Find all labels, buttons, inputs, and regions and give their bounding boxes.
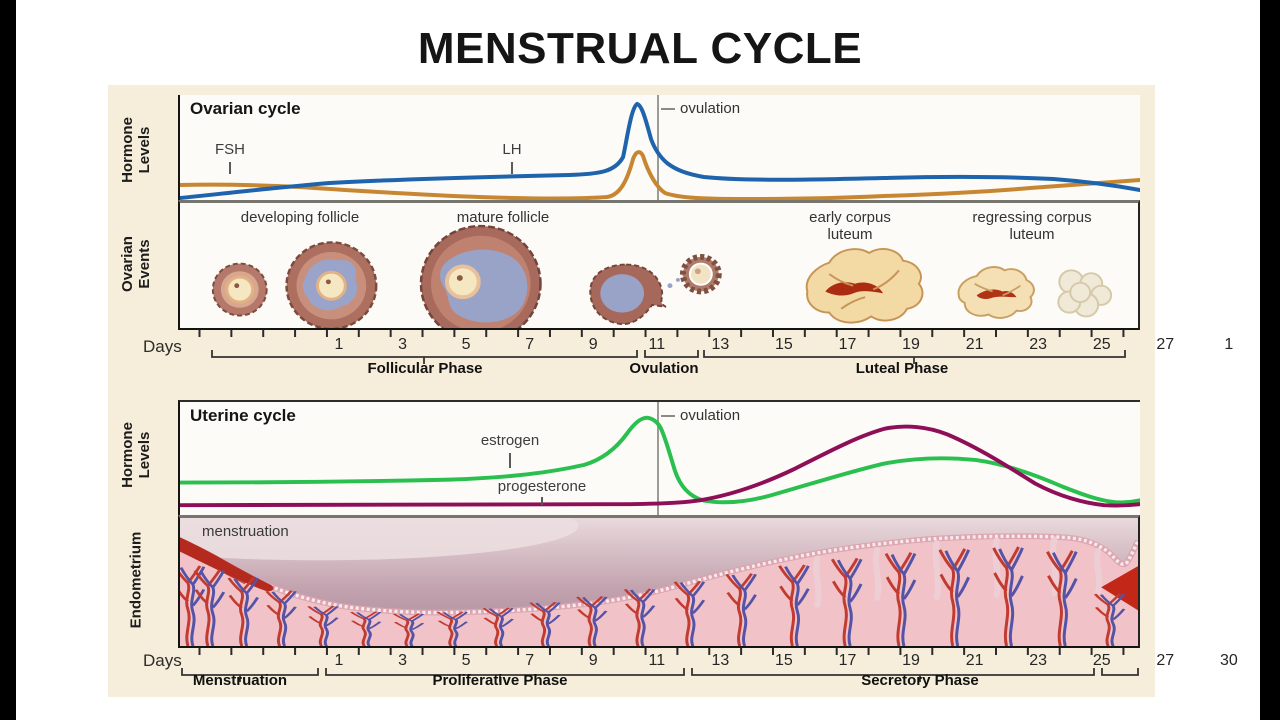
surface-epithelium (180, 534, 1138, 615)
lh-curve (180, 101, 1140, 200)
ovarian-day-numbers: 1 3 5 7 9 11 13 15 17 19 21 23 25 27 1 (322, 336, 1246, 354)
ovarian-events-axis-label: Ovarian Events (119, 236, 153, 292)
ovarian-hormone-chart: Ovarian cycle FSH LH ovulation (178, 95, 1140, 200)
day-tick: 15 (775, 652, 793, 669)
lh-label: LH (502, 141, 522, 158)
follicle-illustrations (211, 224, 1113, 328)
day-tick: 15 (775, 336, 793, 353)
uterine-day-numbers: 1 3 5 7 9 11 13 15 17 19 21 23 25 27 30 (322, 652, 1246, 670)
day-tick: 1 (1224, 336, 1234, 353)
day-tick: 23 (1029, 336, 1048, 353)
estrogen-label: estrogen (480, 432, 540, 449)
early-corpus-luteum-illustration (805, 248, 924, 324)
ovulation-phase-bracket (644, 350, 699, 358)
proliferative-phase-bracket (325, 668, 685, 682)
ovarian-days-word: Days (143, 337, 182, 356)
uterine-hormone-chart: Uterine cycle estrogen progesterone ovul… (178, 400, 1140, 515)
mature-follicle-illustration (419, 224, 542, 328)
rupturing-follicle-illustration (589, 263, 686, 326)
day-tick: 25 (1092, 652, 1111, 669)
day-tick: 1 (334, 336, 344, 353)
ovarian-panel-label: Ovarian cycle (190, 99, 301, 118)
day-tick: 9 (588, 336, 598, 353)
secretory-phase-bracket (691, 668, 1095, 682)
day-tick: 25 (1092, 336, 1111, 353)
day-tick: 3 (398, 652, 408, 669)
day-tick: 27 (1156, 652, 1175, 669)
day-tick: 13 (711, 336, 730, 353)
developing-follicle-illustration (285, 241, 378, 328)
ovarian-hormone-axis-label: Hormone Levels (119, 117, 153, 183)
endometrium-axis-label: Endometrium (127, 531, 145, 629)
uterine-day-axis (181, 648, 1140, 682)
day-tick: 5 (461, 336, 471, 353)
lh-label-tick (511, 162, 513, 174)
progesterone-curve (180, 424, 1140, 508)
day-tick: 19 (902, 652, 920, 669)
menstrual-shedding-right (1101, 566, 1138, 611)
fsh-label: FSH (215, 141, 245, 158)
day-tick: 30 (1219, 652, 1238, 669)
luteal-phase-bracket (703, 350, 1126, 364)
day-tick: 5 (461, 652, 471, 669)
small-follicle-illustration (211, 262, 268, 317)
secretory-phase-label: Secretory Phase (861, 672, 979, 689)
uterine-panel-label: Uterine cycle (190, 406, 296, 425)
mature-follicle-label: mature follicle (456, 209, 550, 226)
follicular-phase-bracket (211, 350, 638, 364)
ovulation-leader-line (661, 108, 675, 110)
day-tick: 27 (1156, 336, 1175, 353)
ovarian-day-axis (198, 330, 1140, 364)
day-tick: 11 (648, 652, 666, 669)
menstruation-annotation: menstruation (202, 523, 289, 540)
fsh-curve (180, 150, 1140, 200)
day-tick: 7 (525, 336, 535, 353)
next-cycle-bracket (1101, 668, 1139, 676)
day-tick: 17 (838, 652, 857, 669)
developing-follicle-label: developing follicle (240, 209, 360, 226)
ovulated-egg-illustration (679, 253, 722, 295)
day-tick: 1 (334, 652, 344, 669)
right-letterbox-bar (1260, 0, 1280, 720)
fsh-label-tick (229, 162, 231, 174)
corpus-albicans-illustration (1057, 269, 1113, 318)
regressing-corpus-luteum-label: regressing corpus luteum (972, 209, 1092, 244)
ovulation-label-ovarian: ovulation (680, 100, 741, 117)
day-tick: 7 (525, 652, 535, 669)
endometrium-illustration (180, 518, 1138, 646)
day-tick: 3 (398, 336, 408, 353)
estrogen-curve (180, 415, 1140, 505)
ovulation-phase-label: Ovulation (629, 360, 699, 377)
day-tick: 21 (965, 336, 984, 353)
page-title: MENSTRUAL CYCLE (417, 24, 863, 73)
progesterone-label: progesterone (497, 478, 587, 495)
day-tick: 19 (902, 336, 920, 353)
follicular-phase-label: Follicular Phase (367, 360, 483, 377)
day-tick: 11 (648, 336, 666, 353)
ovarian-hormone-curves (180, 95, 1140, 200)
proliferative-phase-label: Proliferative Phase (432, 672, 568, 689)
day-tick: 21 (965, 652, 984, 669)
regressing-corpus-luteum-illustration (957, 266, 1035, 319)
menstruation-phase-label: Menstruation (192, 672, 288, 689)
progesterone-label-tick (541, 497, 543, 505)
day-tick: 9 (588, 652, 598, 669)
estrogen-label-tick (509, 453, 511, 468)
ovarian-events-strip: developing follicle mature follicle earl… (178, 200, 1140, 330)
uterine-hormone-axis-label: Hormone Levels (119, 422, 153, 488)
left-letterbox-bar (0, 0, 16, 720)
ovulation-leader-line (661, 415, 675, 417)
day-tick: 17 (838, 336, 857, 353)
ovulation-label-uterine: ovulation (680, 407, 741, 424)
uterine-days-word: Days (143, 651, 182, 670)
menstruation-phase-bracket (181, 668, 319, 682)
day-tick: 23 (1029, 652, 1048, 669)
menstrual-shedding (180, 537, 274, 592)
day-tick: 13 (711, 652, 730, 669)
endometrium-strip: menstruation (178, 515, 1140, 648)
early-corpus-luteum-label: early corpus luteum (809, 209, 891, 244)
uterine-hormone-curves (180, 402, 1140, 515)
luteal-phase-label: Luteal Phase (855, 360, 949, 377)
